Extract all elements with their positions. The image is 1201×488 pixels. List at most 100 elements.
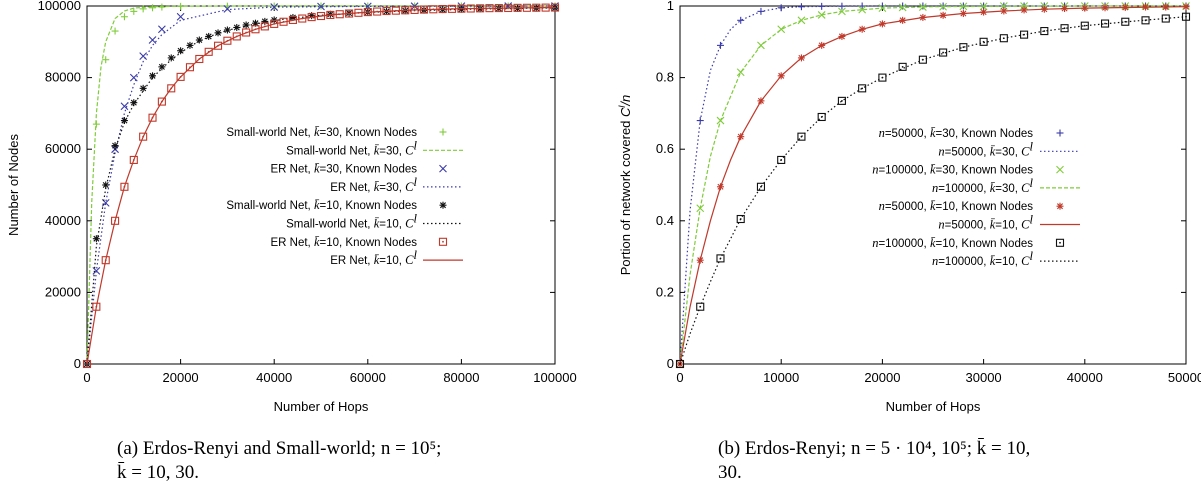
chart-a-xtick-label: 60000	[350, 370, 386, 385]
chart-b-series-n-50000-k-10-c-l-line	[679, 6, 1187, 365]
chart-a-series-er-net-k-30-c-l-legend-label: ER Net, k̄=30, Cl	[330, 175, 417, 194]
chart-a-ytick-label: 80000	[45, 70, 81, 85]
chart-b-series-n-50000-k-30-c-l-legend-label: n=50000, k̄=30, Cl	[938, 139, 1033, 158]
chart-a-series-small-world-net-k-30-known-nodes-legend-symbol	[439, 128, 447, 136]
chart-a-plot-frame	[86, 5, 556, 365]
chart-a-series-small-world-net-k-10-known-nodes	[83, 4, 559, 368]
chart-b-ytick-label: 0	[667, 356, 674, 371]
chart-a-series-er-net-k-30-known-nodes-point	[148, 36, 157, 44]
chart-a-xtick-label: 40000	[256, 370, 292, 385]
chart-b-series-n-50000-k-10-known-nodes-legend-symbol	[1056, 202, 1064, 210]
chart-b-series-n-100000-k-10-known-nodes-point	[837, 96, 846, 105]
chart-b-series-n-100000-k-30-known-nodes-legend-symbol	[1056, 165, 1064, 174]
chart-a-xtick-label: 0	[83, 370, 90, 385]
chart-a-series-small-world-net-k-30-known-nodes-point	[120, 13, 128, 21]
chart-a-series-er-net-k-10-c-l-line	[86, 6, 556, 365]
chart-a-series-small-world-net-k-10-known-nodes-point	[102, 181, 110, 189]
chart-a-series-small-world-net-k-10-known-nodes-point	[233, 23, 241, 31]
chart-b-xtick-label: 10000	[763, 370, 799, 385]
chart-b-series-n-100000-k-30-c-l	[679, 5, 1186, 365]
chart-a-series-small-world-net-k-10-known-nodes-legend-label: Small-world Net, k̄=10, Known Nodes	[226, 198, 417, 212]
chart-b-series-n-100000-k-10-c-l	[679, 16, 1187, 365]
chart-b-x-axis-label: Number of Hops	[886, 399, 981, 414]
chart-a-series-small-world-net-k-10-known-nodes-point	[167, 54, 175, 62]
chart-a-series-er-net-k-30-known-nodes-point	[317, 2, 325, 11]
chart-a-series-er-net-k-30-known-nodes-point	[176, 12, 185, 21]
chart-b-ytick-label: 0.4	[656, 213, 674, 228]
chart-b-series-n-50000-k-30-known-nodes-point	[716, 41, 724, 49]
chart-b-xtick-label: 40000	[1067, 370, 1103, 385]
chart-b-series-n-50000-k-30-c-l-line	[679, 5, 1186, 365]
chart-b-series-n-50000-k-10-c-l	[679, 6, 1187, 365]
chart-a-series-small-world-net-k-30-c-l-legend-label: Small-world Net, k̄=30, Cl	[286, 138, 417, 157]
chart-b-series-n-100000-k-10-known-nodes-point	[756, 182, 766, 191]
chart-b-series-n-100000-k-10-known-nodes-point	[858, 84, 867, 93]
chart-a-series-er-net-k-30-known-nodes-point	[223, 4, 232, 13]
chart-b-series-n-100000-k-10-known-nodes-point	[1100, 19, 1110, 28]
chart-b-ytick-label: 0.8	[656, 70, 674, 85]
chart-a-series-small-world-net-k-30-c-l	[86, 5, 555, 365]
chart-a-y-axis-label: Number of Nodes	[6, 134, 21, 236]
chart-b-ytick-label: 1	[667, 0, 674, 13]
chart-b-series-n-100000-k-30-known-nodes-point	[858, 5, 867, 14]
chart-a-series-small-world-net-k-10-known-nodes-point	[111, 142, 119, 150]
chart-b-series-n-50000-k-10-known-nodes-legend-label: n=50000, k̄=10, Known Nodes	[879, 199, 1034, 213]
chart-b-series-n-100000-k-10-known-nodes-point	[979, 37, 988, 46]
chart-a-series-small-world-net-k-30-known-nodes-point	[149, 4, 157, 12]
chart-a-series-small-world-net-k-30-known-nodes-point	[130, 7, 138, 15]
chart-a-series-small-world-net-k-30-known-nodes-point	[111, 27, 119, 35]
chart-b-ytick-label: 0.2	[656, 284, 674, 299]
chart-b-series-n-50000-k-30-c-l	[679, 5, 1186, 365]
chart-a-x-axis-label: Number of Hops	[274, 399, 369, 414]
chart-a-series-er-net-k-30-known-nodes-point	[120, 102, 129, 111]
chart-a-ytick-label: 40000	[45, 213, 81, 228]
chart-a-ytick-label: 0	[74, 356, 81, 371]
chart-b-series-n-100000-k-10-known-nodes-point	[939, 48, 948, 57]
chart-b-xtick-label: 30000	[966, 370, 1002, 385]
chart-b-series-n-100000-k-10-c-l-line	[679, 16, 1187, 365]
chart-a-xtick-label: 20000	[163, 370, 199, 385]
chart-b-series-n-100000-k-30-known-nodes-legend-label: n=100000, k̄=30, Known Nodes	[872, 163, 1033, 177]
caption-a-line2: k̄ = 10, 30.	[117, 462, 199, 483]
chart-b-series-n-100000-k-10-c-l-legend-label: n=100000, k̄=10, Cl	[932, 249, 1034, 268]
chart-a-xtick-label: 100000	[533, 370, 576, 385]
caption-a-line1: (a) Erdos-Renyi and Small-world; n = 10⁵…	[117, 438, 441, 459]
chart-b-xtick-label: 0	[676, 370, 683, 385]
chart-a-ytick-label: 60000	[45, 141, 81, 156]
chart-a-series-small-world-net-k-10-known-nodes-legend-symbol	[439, 201, 447, 209]
chart-b-series-n-100000-k-10-known-nodes-point	[898, 62, 907, 71]
chart-a-series-small-world-net-k-10-c-l-legend-label: Small-world Net, k̄=10, Cl	[286, 212, 417, 231]
chart-b-series-n-100000-k-30-c-l-line	[679, 5, 1186, 365]
caption-a: (a) Erdos-Renyi and Small-world; n = 10⁵…	[117, 438, 441, 483]
chart-a-series-er-net-k-30-known-nodes	[83, 2, 559, 368]
chart-a-series-small-world-net-k-10-known-nodes-point	[177, 47, 185, 55]
chart-b-series-n-50000-k-30-known-nodes-point	[737, 16, 745, 24]
chart-a-series-small-world-net-k-30-known-nodes	[83, 2, 559, 368]
chart-a-series-er-net-k-30-known-nodes-point	[139, 52, 148, 61]
chart-a-series-er-net-k-30-known-nodes-point	[92, 267, 101, 275]
chart-a-series-small-world-net-k-10-known-nodes-point	[92, 235, 100, 243]
chart-a-series-small-world-net-k-10-known-nodes-point	[139, 84, 147, 92]
chart-a-series-small-world-net-k-30-known-nodes-point	[102, 56, 110, 64]
chart-a: 0 20000 40000 60000 80000 100000 0 20000 40000 60…	[6, 0, 577, 414]
chart-a-series-er-net-k-10-known-nodes-legend-label: ER Net, k̄=10, Known Nodes	[270, 235, 417, 249]
chart-b-xtick-label: 20000	[864, 370, 900, 385]
caption-b-line2: 30.	[718, 462, 742, 483]
chart-b-series-n-50000-k-10-c-l-legend-label: n=50000, k̄=10, Cl	[938, 213, 1033, 232]
chart-a-series-er-net-k-10-known-nodes	[82, 3, 560, 369]
chart-a-xtick-label: 80000	[443, 370, 479, 385]
chart-b-plot-frame	[679, 5, 1187, 365]
chart-a-series-er-net-k-10-c-l-legend-label: ER Net, k̄=10, Cl	[330, 248, 417, 267]
chart-b-series-n-100000-k-10-known-nodes-point	[1080, 21, 1089, 30]
chart-a-series-er-net-k-30-known-nodes-point	[157, 25, 166, 34]
chart-a-series-er-net-k-30-c-l-line	[86, 5, 556, 365]
chart-b-series-n-100000-k-10-known-nodes-point	[1121, 17, 1130, 26]
chart-b-series-n-50000-k-30-known-nodes-legend-label: n=50000, k̄=30, Known Nodes	[879, 126, 1034, 140]
chart-b-y-axis-label: Portion of network covered Cl/n	[617, 95, 633, 275]
chart-a-ytick-label: 20000	[45, 284, 81, 299]
chart-a-ytick-label: 100000	[38, 0, 81, 13]
chart-a-series-small-world-net-k-10-known-nodes-point	[242, 21, 250, 29]
chart-a-series-small-world-net-k-30-known-nodes-point	[139, 5, 147, 13]
chart-b-series-n-50000-k-30-known-nodes-legend-symbol	[1056, 129, 1064, 137]
